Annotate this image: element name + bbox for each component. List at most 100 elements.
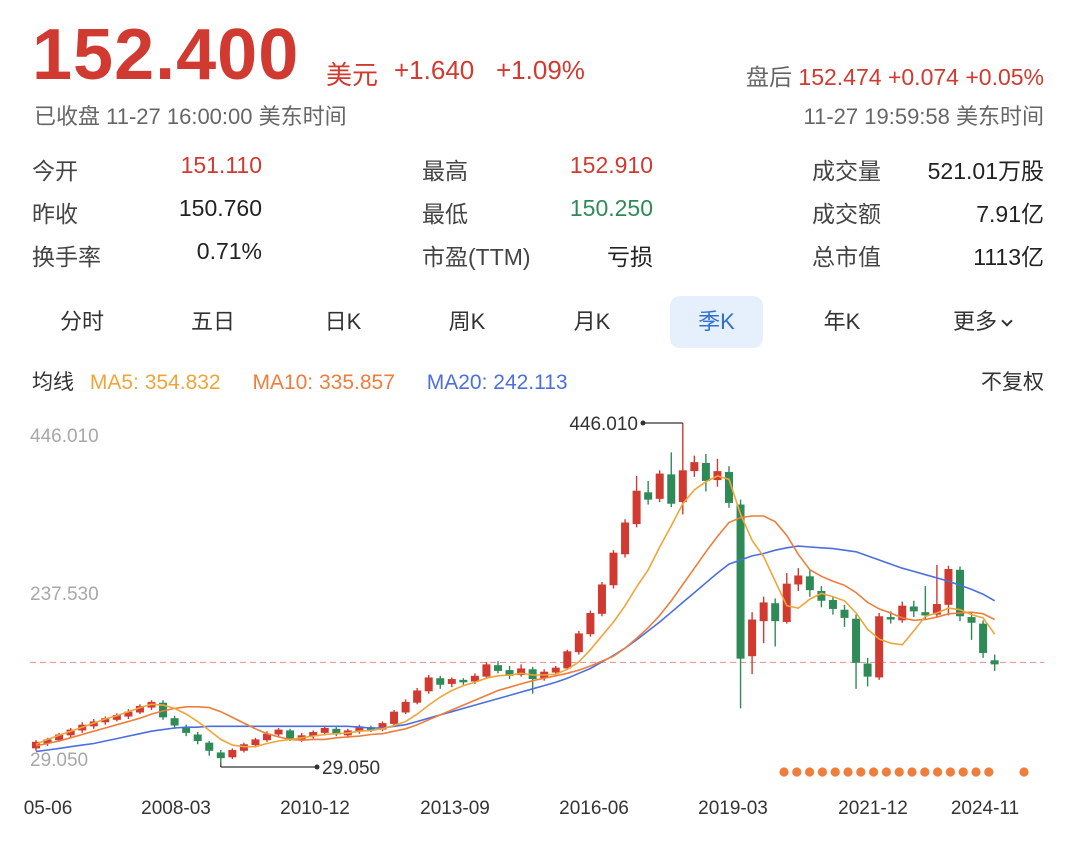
candle-body xyxy=(517,668,526,675)
candle-body xyxy=(320,727,329,733)
stat-low-value: 150.250 xyxy=(569,195,653,221)
candle-body xyxy=(736,504,745,659)
tab-daily-k[interactable]: 日K xyxy=(324,309,362,334)
stat-amount-value: 7.91亿 xyxy=(976,201,1044,227)
candle-body xyxy=(390,711,399,724)
candle-body xyxy=(482,664,491,677)
tab-more-label: 更多 xyxy=(952,309,997,334)
candle-body xyxy=(112,714,121,720)
ma10-line xyxy=(35,515,996,747)
candle-body xyxy=(124,711,133,717)
tab-weekly-k[interactable]: 周K xyxy=(448,309,486,334)
candle-body xyxy=(759,602,768,622)
candle-body xyxy=(332,728,341,735)
candle-body xyxy=(413,690,422,703)
ma-title: 均线 xyxy=(32,371,74,394)
price-change: +1.640 xyxy=(394,55,475,85)
candle-body xyxy=(828,599,837,609)
candle-body xyxy=(921,612,930,616)
stat-mcap-label: 总市值 xyxy=(812,244,881,270)
stat-pe-label: 市盈(TTM) xyxy=(422,244,531,270)
candle-body xyxy=(193,734,202,742)
stat-open-value: 151.110 xyxy=(180,152,262,178)
min-annotation-dot xyxy=(314,764,320,770)
stat-low-label: 最低 xyxy=(422,201,468,227)
event-dot xyxy=(920,767,930,777)
candle-body xyxy=(956,569,964,617)
stat-pe-value: 亏损 xyxy=(607,244,653,270)
candle-body xyxy=(990,660,999,665)
candle-body xyxy=(182,727,191,733)
event-dot xyxy=(971,767,981,777)
x-axis-label: 2008-03 xyxy=(141,798,211,819)
candle-body xyxy=(228,749,237,758)
candle-body xyxy=(701,462,710,481)
candlestick-chart[interactable]: 446.010 237.530 29.050 446.010 29.050 05-06 20… xyxy=(0,400,1080,841)
candle-body xyxy=(944,568,953,605)
x-axis-label: 2019-03 xyxy=(698,798,768,819)
ma-legend: 均线 MA5: 354.832 MA10: 335.857 MA20: 242.… xyxy=(32,366,568,396)
candle-body xyxy=(932,604,941,615)
y-axis-label: 446.010 xyxy=(30,426,99,447)
candle-body xyxy=(852,618,861,663)
stat-turnover-label: 换手率 xyxy=(32,244,101,270)
candle-body xyxy=(597,584,606,614)
price-change-pct: +1.09% xyxy=(496,55,585,85)
x-axis-label: 2016-06 xyxy=(559,798,629,819)
event-dot xyxy=(856,767,866,777)
ma20-value: MA20: 242.113 xyxy=(426,371,568,394)
candle-body xyxy=(216,752,225,759)
tab-quarterly-k[interactable]: 季K xyxy=(670,296,763,348)
event-dot xyxy=(958,767,968,777)
candle-body xyxy=(574,633,583,653)
event-dot xyxy=(907,767,917,777)
candle-body xyxy=(644,492,653,500)
event-dot xyxy=(830,767,840,777)
x-axis-label: 05-06 xyxy=(24,798,73,819)
event-dot xyxy=(945,767,956,777)
candle-body xyxy=(863,663,872,677)
event-dot xyxy=(792,767,802,777)
stat-high-label: 最高 xyxy=(422,158,468,184)
event-dot xyxy=(805,767,815,777)
stat-open-label: 今开 xyxy=(32,158,78,184)
tab-monthly-k[interactable]: 月K xyxy=(573,309,611,334)
event-dot xyxy=(869,767,879,777)
after-hours-label: 盘后 xyxy=(746,64,793,90)
candle-body xyxy=(563,651,572,669)
ma20-line xyxy=(35,545,996,753)
event-dot xyxy=(779,767,789,777)
candle-body xyxy=(875,616,884,678)
candle-body xyxy=(771,603,780,622)
x-axis-label: 2021-12 xyxy=(838,798,908,819)
candle-body xyxy=(101,718,110,723)
candle-body xyxy=(309,732,318,737)
last-price: 152.400 xyxy=(32,15,300,95)
candle-body xyxy=(794,575,803,585)
tab-yearly-k[interactable]: 年K xyxy=(823,309,861,334)
candle-body xyxy=(690,462,699,472)
tab-intraday[interactable]: 分时 xyxy=(59,309,104,334)
candle-body xyxy=(528,669,537,680)
candle-body xyxy=(355,726,364,732)
event-dot xyxy=(843,767,853,777)
candle-body xyxy=(609,552,618,586)
stat-high-value: 152.910 xyxy=(569,152,653,178)
tab-more[interactable]: 更多 xyxy=(930,296,1034,348)
candle-body xyxy=(170,718,179,726)
event-dot xyxy=(933,767,943,777)
candle-body xyxy=(678,470,687,503)
tab-5day[interactable]: 五日 xyxy=(190,309,235,334)
x-axis-label: 2024-11 xyxy=(951,798,1019,819)
candle-body xyxy=(159,702,168,718)
candle-body xyxy=(748,619,757,657)
x-axis-label: 2013-09 xyxy=(420,798,490,819)
candle-body xyxy=(424,677,433,692)
candle-body xyxy=(263,733,271,741)
candle-body xyxy=(401,701,410,713)
event-dot xyxy=(894,767,904,777)
candle-body xyxy=(782,583,791,622)
adjustment-selector[interactable]: 不复权 xyxy=(981,371,1044,394)
candle-body xyxy=(494,665,502,671)
chevron-down-icon xyxy=(1001,315,1013,327)
